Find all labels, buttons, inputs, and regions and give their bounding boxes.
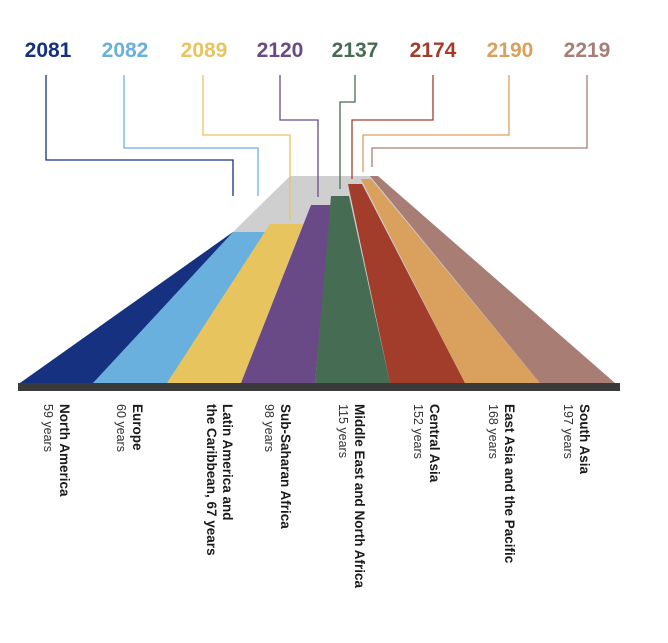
- year-label-6: 2174: [410, 39, 457, 62]
- lane-8: [370, 176, 615, 383]
- leader-line-2: [123, 75, 259, 196]
- region-name-3: Latin America and: [220, 404, 235, 521]
- lane-3: [167, 224, 303, 383]
- road-base-shadow: [18, 383, 620, 391]
- year-label-1: 2081: [25, 39, 72, 62]
- lane-7: [361, 179, 540, 383]
- region-lanes: [20, 176, 615, 383]
- leader-line-7: [362, 75, 510, 172]
- region-name-5: Middle East and North Africa: [352, 404, 367, 589]
- leader-line-4: [279, 75, 319, 197]
- region-duration-5: 115 years: [336, 404, 350, 458]
- region-name-2: Europe: [130, 404, 145, 451]
- lane-5: [315, 196, 390, 383]
- year-label-5: 2137: [332, 39, 379, 62]
- region-duration-4: 98 years: [262, 404, 276, 452]
- leader-line-6: [351, 75, 434, 179]
- region-name-3-line-2: the Caribbean, 67 years: [204, 404, 219, 556]
- year-label-4: 2120: [257, 39, 304, 62]
- year-label-2: 2082: [102, 39, 149, 62]
- year-labels: 2081 2082 2089 2120 2137 2174 2190 2219: [25, 39, 611, 62]
- leader-line-1: [45, 75, 234, 196]
- year-label-3: 2089: [181, 39, 228, 62]
- year-label-7: 2190: [487, 39, 534, 62]
- lane-6: [348, 184, 465, 383]
- region-duration-7: 168 years: [486, 404, 500, 459]
- leader-line-5: [339, 75, 356, 189]
- region-duration-8: 197 years: [561, 404, 575, 459]
- lane-2: [93, 232, 269, 383]
- lane-4: [241, 205, 331, 383]
- region-name-1: North America: [57, 404, 72, 497]
- leader-line-3: [202, 75, 291, 220]
- region-name-6: Central Asia: [427, 404, 442, 483]
- region-duration-2: 60 years: [114, 404, 128, 452]
- year-label-8: 2219: [564, 39, 611, 62]
- region-duration-6: 152 years: [411, 404, 425, 459]
- region-name-4: Sub-Saharan Africa: [278, 404, 293, 529]
- region-duration-1: 59 years: [41, 404, 55, 452]
- region-name-7: East Asia and the Pacific: [502, 404, 517, 564]
- region-name-8: South Asia: [577, 404, 592, 474]
- leader-lines: [45, 75, 588, 220]
- leader-line-8: [371, 75, 588, 167]
